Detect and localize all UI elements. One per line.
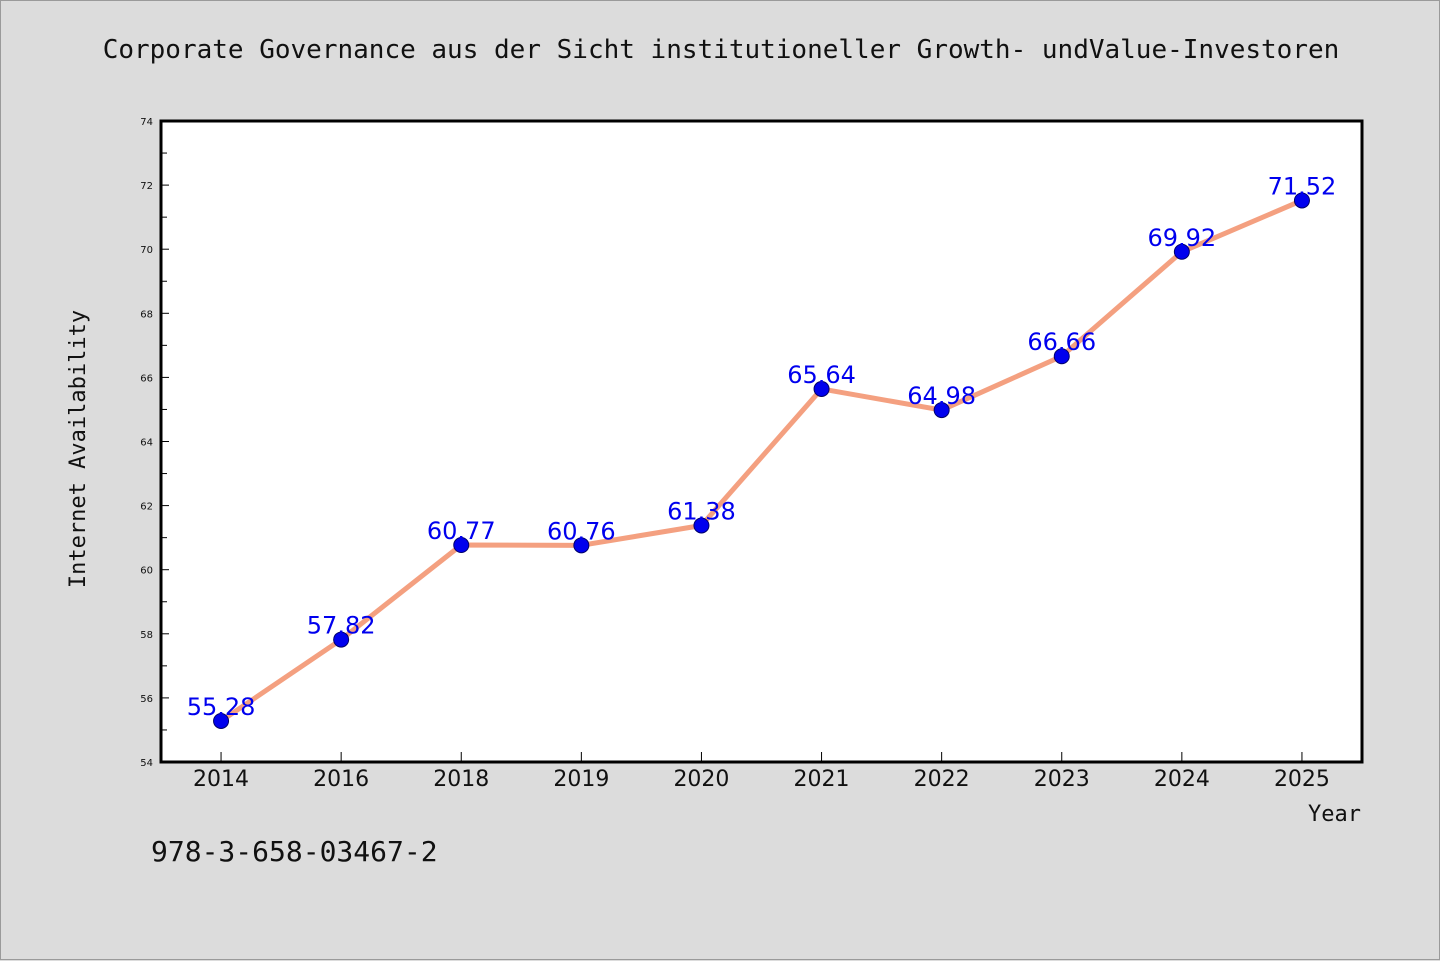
data-point [813,380,830,397]
plot-area [159,119,1364,764]
data-label: 65.64 [787,361,856,389]
y-tick-label: 56 [140,694,153,705]
x-tick-label: 2019 [553,767,609,792]
data-label: 66.66 [1027,328,1096,356]
y-tick-label: 54 [140,758,153,769]
data-point [1053,348,1070,365]
x-tick-label: 2020 [673,767,729,792]
x-tick-label: 2021 [794,767,850,792]
x-tick-label: 2025 [1274,767,1330,792]
series-line [219,198,1303,724]
data-point [1173,243,1190,260]
x-tick-label: 2023 [1034,767,1090,792]
data-label: 69.92 [1147,224,1216,252]
x-tick-label: 2022 [914,767,970,792]
isbn-text: 978-3-658-03467-2 [151,835,438,868]
x-tick-label: 2016 [313,767,369,792]
y-tick-label: 58 [140,630,153,641]
y-axis: 54 56 58 60 62 64 66 68 70 72 74 [140,117,169,769]
y-tick-label: 66 [140,373,153,384]
data-label: 55.28 [187,693,256,721]
y-tick-label: 62 [140,502,153,513]
y-tick-label: 60 [140,566,153,577]
x-axis: 2014 2016 2018 2019 2020 2021 2022 2023 2024 2025 [193,752,1330,792]
y-axis-title: Internet Availability [66,310,91,588]
x-tick-label: 2018 [433,767,489,792]
x-tick-label: 2014 [193,767,249,792]
data-point [333,631,350,648]
data-point [213,712,230,729]
x-axis-title: Year [1308,802,1361,827]
data-label: 60.77 [427,517,496,545]
series-layer: 55.28 57.82 60.77 60.76 61.38 65.64 64.98 66.66… [187,172,1337,729]
data-label: 57.82 [307,612,376,640]
data-point [453,537,470,554]
data-point [933,402,950,419]
y-tick-label: 74 [140,117,153,128]
chart-title: Corporate Governance aus der Sicht insti… [102,35,1340,65]
data-point [573,537,590,554]
y-tick-label: 70 [140,245,153,256]
data-label: 64.98 [907,382,976,410]
y-tick-label: 72 [140,181,153,192]
data-point [1293,192,1310,209]
x-tick-label: 2024 [1154,767,1210,792]
data-label: 71.52 [1268,172,1337,200]
data-point [693,517,710,534]
data-label: 61.38 [667,497,736,525]
y-tick-label: 64 [140,438,153,449]
data-label: 60.76 [547,517,616,545]
y-tick-label: 68 [140,309,153,320]
